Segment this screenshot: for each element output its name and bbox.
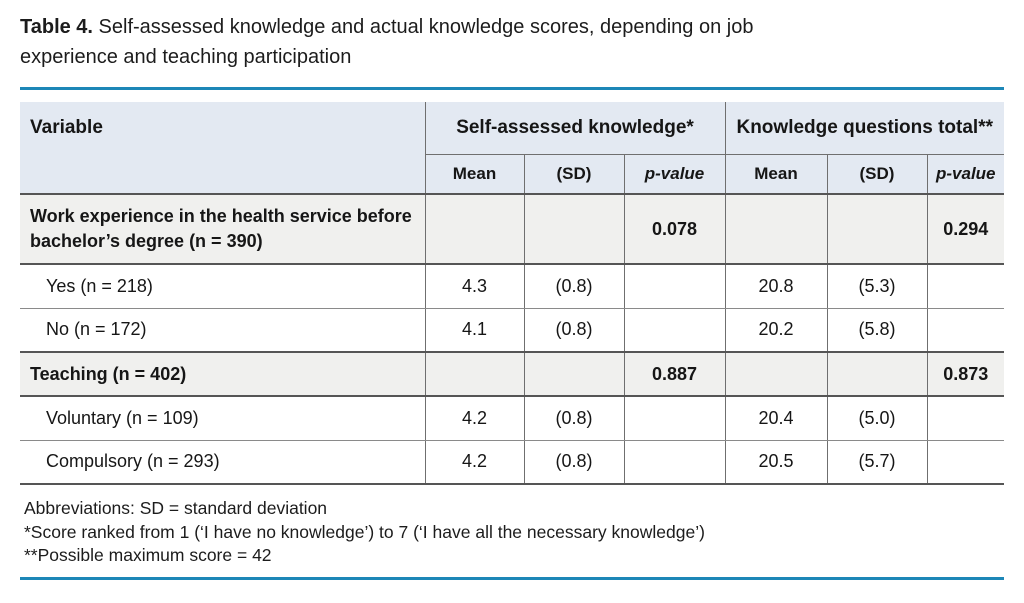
table-row-work-experience: Work experience in the health service be… xyxy=(20,193,1004,265)
footnote-score-scale: *Score ranked from 1 (‘I have no knowled… xyxy=(24,521,705,542)
cell-sd-2 xyxy=(826,351,927,397)
cell-pvalue-1: 0.887 xyxy=(623,351,725,397)
data-table: Variable Self-assessed knowledge* Knowle… xyxy=(20,102,1004,485)
cell-mean-2: 20.5 xyxy=(724,440,827,485)
column-header-mean-1: Mean xyxy=(424,154,524,195)
table-caption-text-line1: Self-assessed knowledge and actual knowl… xyxy=(93,16,754,38)
cell-sd-2: (5.8) xyxy=(826,308,927,353)
cell-pvalue-2 xyxy=(926,308,1004,353)
cell-mean-2: 20.2 xyxy=(724,308,827,353)
table-caption-number: Table 4. xyxy=(20,16,93,38)
column-group-self-assessed: Self-assessed knowledge* xyxy=(424,102,725,155)
cell-mean-1: 4.2 xyxy=(424,396,524,441)
table-row-no: No (n = 172) 4.1 (0.8) 20.2 (5.8) xyxy=(20,308,1004,353)
table-row-yes: Yes (n = 218) 4.3 (0.8) 20.8 (5.3) xyxy=(20,264,1004,309)
cell-mean-1 xyxy=(424,193,524,265)
column-header-sd-2: (SD) xyxy=(826,154,927,195)
cell-pvalue-1 xyxy=(623,440,725,485)
cell-mean-2 xyxy=(724,193,827,265)
cell-mean-2 xyxy=(724,351,827,397)
column-header-pvalue-1: p-value xyxy=(623,154,725,195)
cell-sd-1 xyxy=(523,351,624,397)
column-group-knowledge-total: Knowledge questions total** xyxy=(724,102,1004,155)
header-row-groups: Variable Self-assessed knowledge* Knowle… xyxy=(20,102,1004,195)
row-label: Teaching (n = 402) xyxy=(20,351,425,397)
footnote-abbreviations: Abbreviations: SD = standard deviation xyxy=(24,498,328,518)
cell-pvalue-1 xyxy=(623,264,725,309)
column-header-mean-2: Mean xyxy=(724,154,827,195)
table-header: Variable Self-assessed knowledge* Knowle… xyxy=(20,102,1004,195)
bottom-rule xyxy=(20,576,1004,580)
cell-sd-1: (0.8) xyxy=(523,396,624,441)
cell-sd-2: (5.0) xyxy=(826,396,927,441)
column-header-variable: Variable xyxy=(20,102,425,195)
cell-pvalue-1 xyxy=(623,396,725,441)
footnote-max-score: **Possible maximum score = 42 xyxy=(24,545,272,565)
cell-sd-1 xyxy=(523,193,624,265)
table-row-teaching: Teaching (n = 402) 0.887 0.873 xyxy=(20,351,1004,397)
cell-pvalue-1: 0.078 xyxy=(623,193,725,265)
cell-mean-1 xyxy=(424,351,524,397)
row-label: Compulsory (n = 293) xyxy=(20,440,425,485)
column-header-sd-1: (SD) xyxy=(523,154,624,195)
cell-pvalue-2: 0.873 xyxy=(926,351,1004,397)
table-row-voluntary: Voluntary (n = 109) 4.2 (0.8) 20.4 (5.0) xyxy=(20,396,1004,441)
cell-sd-2: (5.3) xyxy=(826,264,927,309)
cell-mean-2: 20.8 xyxy=(724,264,827,309)
row-label: Work experience in the health service be… xyxy=(20,193,425,265)
cell-sd-1: (0.8) xyxy=(523,308,624,353)
header-row-stats: Mean (SD) p-value Mean (SD) p-value xyxy=(20,154,1004,195)
cell-pvalue-2 xyxy=(926,264,1004,309)
row-label: Yes (n = 218) xyxy=(20,264,425,309)
cell-pvalue-2 xyxy=(926,440,1004,485)
table-footnotes: Abbreviations: SD = standard deviation *… xyxy=(20,497,1004,568)
cell-mean-1: 4.1 xyxy=(424,308,524,353)
cell-sd-2 xyxy=(826,193,927,265)
page: Table 4. Self-assessed knowledge and act… xyxy=(20,0,1004,580)
table-caption: Table 4. Self-assessed knowledge and act… xyxy=(20,0,1004,72)
cell-mean-1: 4.2 xyxy=(424,440,524,485)
column-header-pvalue-2: p-value xyxy=(926,154,1004,195)
row-label: No (n = 172) xyxy=(20,308,425,353)
cell-mean-1: 4.3 xyxy=(424,264,524,309)
table-row-compulsory: Compulsory (n = 293) 4.2 (0.8) 20.5 (5.7… xyxy=(20,440,1004,485)
cell-sd-1: (0.8) xyxy=(523,264,624,309)
table-caption-text-line2: experience and teaching participation xyxy=(20,46,352,68)
cell-pvalue-1 xyxy=(623,308,725,353)
cell-mean-2: 20.4 xyxy=(724,396,827,441)
cell-sd-2: (5.7) xyxy=(826,440,927,485)
cell-pvalue-2: 0.294 xyxy=(926,193,1004,265)
top-rule xyxy=(20,87,1004,90)
cell-sd-1: (0.8) xyxy=(523,440,624,485)
cell-pvalue-2 xyxy=(926,396,1004,441)
row-label: Voluntary (n = 109) xyxy=(20,396,425,441)
